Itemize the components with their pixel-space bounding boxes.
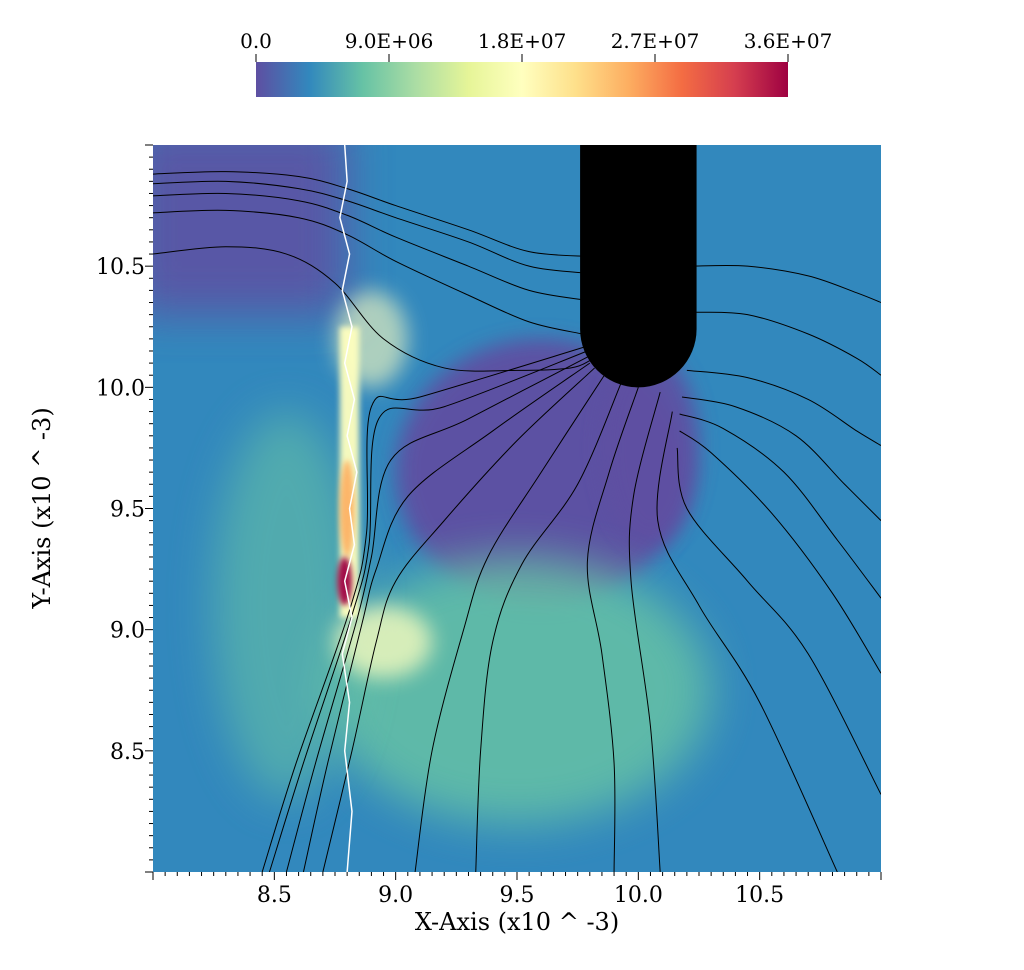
x-tick-label: 9.5 bbox=[500, 883, 535, 908]
y-axis-title: Y-Axis (x10 ^ -3) bbox=[28, 407, 56, 609]
colorbar-tick-label: 2.7E+07 bbox=[611, 29, 700, 53]
x-tick-label: 9.0 bbox=[378, 883, 413, 908]
interface-line bbox=[339, 145, 358, 872]
y-tick-label: 8.5 bbox=[110, 740, 145, 765]
streamline bbox=[153, 180, 590, 274]
colorbar-gradient bbox=[256, 62, 788, 97]
streamline bbox=[686, 369, 881, 446]
colorbar-tick-label: 9.0E+06 bbox=[345, 29, 434, 53]
streamline bbox=[586, 387, 639, 872]
streamline bbox=[656, 411, 838, 872]
y-tick-label: 9.5 bbox=[110, 498, 145, 523]
y-tick-label: 9.0 bbox=[110, 619, 145, 644]
obstacle bbox=[580, 145, 697, 388]
y-tick-label: 10.0 bbox=[96, 376, 145, 401]
colorbar-tick-label: 0.0 bbox=[240, 29, 272, 53]
x-tick-label: 10.0 bbox=[614, 883, 663, 908]
streamline bbox=[261, 345, 588, 872]
streamline bbox=[285, 355, 591, 872]
axes: 8.5 9.0 9.5 10.0 10.5 8.5 9.0 9.5 10.0 10.5 bbox=[96, 144, 882, 908]
streamline bbox=[691, 264, 881, 303]
x-tick-label: 8.5 bbox=[257, 883, 292, 908]
streamline bbox=[628, 392, 661, 872]
x-tick-label: 10.5 bbox=[735, 883, 784, 908]
y-tick-label: 10.5 bbox=[96, 255, 145, 280]
streamline bbox=[414, 374, 605, 872]
colorbar: 0.0 9.0E+06 1.8E+07 2.7E+07 3.6E+07 bbox=[240, 29, 832, 97]
streamline bbox=[679, 413, 881, 599]
streamline bbox=[153, 171, 590, 257]
field-region bbox=[153, 145, 348, 315]
colorbar-ticks: 0.0 9.0E+06 1.8E+07 2.7E+07 3.6E+07 bbox=[240, 29, 832, 62]
streamline bbox=[153, 209, 583, 335]
plot-area bbox=[153, 145, 881, 872]
streamline bbox=[694, 311, 881, 376]
streamline bbox=[322, 367, 595, 872]
field-region bbox=[213, 411, 360, 800]
colorbar-tick-label: 1.8E+07 bbox=[478, 29, 567, 53]
field-region bbox=[339, 460, 355, 557]
colorbar-tick-label: 3.6E+07 bbox=[744, 29, 833, 53]
streamline bbox=[269, 350, 588, 872]
field-region bbox=[335, 605, 433, 679]
streamlines bbox=[153, 171, 881, 872]
streamline bbox=[679, 430, 881, 674]
streamline bbox=[153, 246, 591, 372]
streamline bbox=[153, 192, 586, 301]
streamline bbox=[676, 447, 881, 795]
streamline bbox=[681, 396, 881, 521]
streamline bbox=[475, 382, 622, 872]
field-region bbox=[601, 350, 699, 545]
streamline bbox=[302, 362, 591, 872]
x-axis-title: X-Axis (x10 ^ -3) bbox=[415, 908, 619, 936]
field-region bbox=[322, 556, 712, 824]
